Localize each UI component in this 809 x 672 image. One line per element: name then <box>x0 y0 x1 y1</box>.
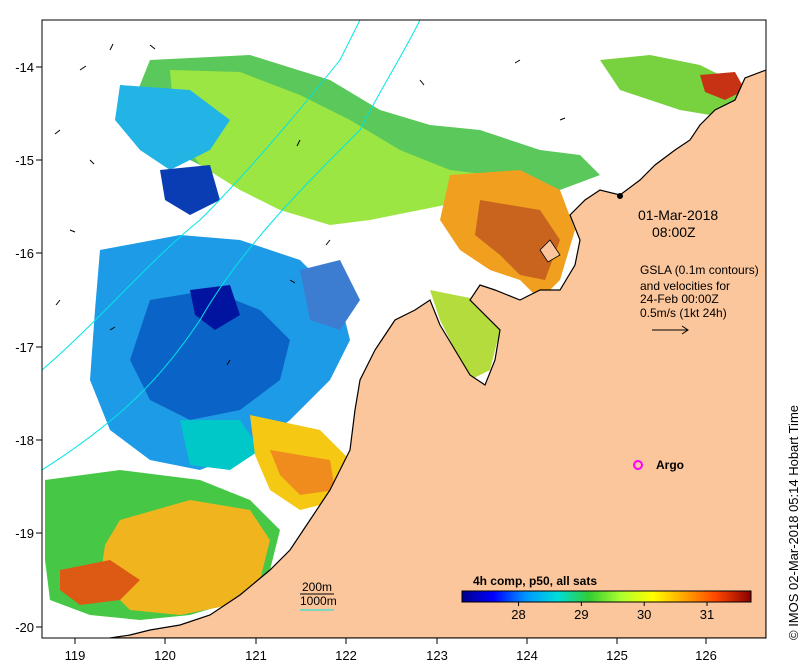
depth-legend: 200m 1000m <box>300 580 337 611</box>
land-australia <box>109 69 766 638</box>
coastline-detail <box>539 239 561 263</box>
gsla-line: GSLA (0.1m contours) <box>640 263 759 277</box>
isobath-200m <box>42 20 421 471</box>
colorbar-tick-label: 30 <box>637 607 651 622</box>
lon-tick-label: 121 <box>245 648 267 663</box>
colorbar-tick-label: 28 <box>511 607 525 622</box>
lat-tick-label: -18 <box>15 433 34 448</box>
velocity-arrows <box>54 43 566 366</box>
plot-frame <box>41 19 767 639</box>
colorbar-gradient <box>461 590 752 603</box>
lon-tick-label: 120 <box>154 648 176 663</box>
lat-tick-label: -14 <box>15 60 34 75</box>
lon-axis: 119 120 121 122 123 124 125 126 <box>65 638 717 663</box>
lon-tick-label: 124 <box>516 648 538 663</box>
argo-label: Argo <box>656 458 684 472</box>
lat-tick-label: -17 <box>15 340 34 355</box>
scale-arrow <box>652 325 689 335</box>
timestamp-date: 01-Mar-2018 <box>638 207 718 223</box>
imos-credit: © IMOS 02-Mar-2018 05:14 Hobart Time <box>786 405 801 640</box>
lat-tick-label: -19 <box>15 526 34 541</box>
colorbar: 4h comp, p50, all sats 28 29 30 31 <box>461 574 752 622</box>
isobath-1000m <box>42 20 361 371</box>
depth-legend-1000m: 1000m <box>300 594 337 608</box>
timestamp-time: 08:00Z <box>652 224 696 240</box>
gsla-line: 0.5m/s (1kt 24h) <box>640 306 727 320</box>
colorbar-tick-label: 29 <box>574 607 588 622</box>
lon-tick-label: 123 <box>426 648 448 663</box>
gsla-line: and velocities for <box>640 279 730 293</box>
colorbar-title: 4h comp, p50, all sats <box>473 574 597 588</box>
lat-tick-label: -16 <box>15 246 34 261</box>
colorbar-ticks: 28 29 30 31 <box>511 602 714 622</box>
argo-marker <box>633 460 643 470</box>
lon-tick-label: 126 <box>695 648 717 663</box>
lon-tick-label: 125 <box>606 648 628 663</box>
lon-tick-label: 119 <box>65 648 86 663</box>
depth-legend-200m: 200m <box>302 580 332 594</box>
lat-tick-label: -20 <box>15 620 34 635</box>
lat-axis: -14 -15 -16 -17 -18 -19 -20 <box>15 60 42 635</box>
lat-tick-label: -15 <box>15 153 34 168</box>
gsla-line: 24-Feb 00:00Z <box>640 292 719 306</box>
sst-swaths <box>45 55 745 620</box>
colorbar-tick-label: 31 <box>700 607 714 622</box>
timestamp-marker <box>617 193 623 199</box>
lon-tick-label: 122 <box>335 648 357 663</box>
